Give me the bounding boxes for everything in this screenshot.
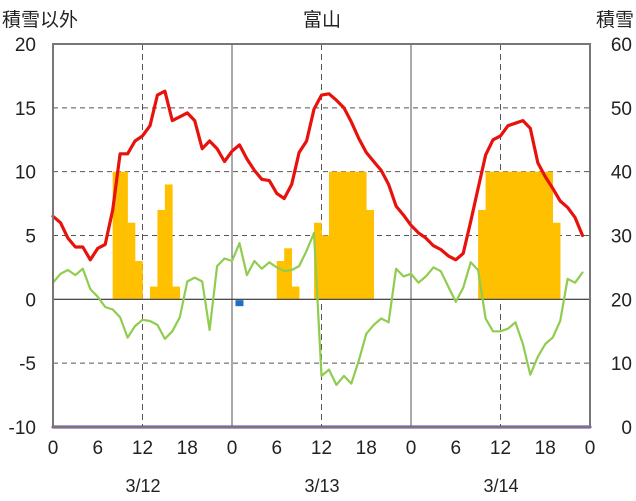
precip-bar-57	[478, 209, 486, 300]
precip-bar-67	[552, 222, 561, 300]
right-axis-title: 積雪	[596, 9, 634, 31]
right-tick-label-1: 10	[611, 354, 632, 375]
left-tick-label-3: 5	[25, 227, 36, 248]
precip-bar-38	[336, 171, 345, 300]
right-tick-label-4: 40	[611, 163, 632, 184]
x-tick-label-12: 0	[585, 438, 596, 459]
precip-bar-35	[314, 222, 322, 300]
x-tick-label-3: 18	[177, 438, 198, 459]
precip-bar-58	[485, 171, 494, 300]
precip-bar-64	[530, 171, 539, 300]
precip-bar-60	[500, 171, 509, 300]
precip-bar-14	[157, 209, 166, 300]
precip-bar-30	[276, 261, 285, 300]
date-label-3: 3/14	[483, 476, 518, 496]
x-tick-label-1: 6	[92, 438, 103, 459]
precip-bar-16	[172, 286, 181, 300]
x-tick-label-10: 12	[490, 438, 511, 459]
precip-bar-31	[284, 248, 292, 300]
precip-bar-39	[343, 171, 352, 300]
left-tick-label-0: -10	[9, 418, 36, 439]
right-tick-label-3: 30	[611, 227, 632, 248]
precip-bar-42	[366, 209, 375, 300]
x-tick-label-7: 18	[356, 438, 377, 459]
chart-title: 富山	[303, 9, 341, 31]
left-tick-label-1: -5	[19, 354, 36, 375]
precip-bar-65	[537, 171, 546, 300]
precip-bar-36	[321, 235, 330, 300]
temperature-line	[51, 89, 585, 262]
x-tick-label-11: 18	[535, 438, 556, 459]
right-tick-label-0: 0	[621, 418, 632, 439]
precip-bar-11	[135, 261, 143, 300]
x-tick-label-0: 0	[48, 438, 59, 459]
right-tick-label-6: 60	[611, 35, 632, 56]
left-axis-title: 積雪以外	[2, 9, 78, 31]
precip-bar-32	[291, 286, 300, 300]
right-tick-label-2: 20	[611, 290, 632, 311]
x-tick-label-2: 12	[132, 438, 153, 459]
precip-bar-41	[358, 171, 367, 300]
x-tick-label-5: 6	[271, 438, 282, 459]
plot-frame	[52, 43, 591, 428]
dew_point-line	[51, 231, 584, 386]
left-tick-label-2: 0	[25, 290, 36, 311]
x-tick-label-4: 0	[227, 438, 238, 459]
precip-bar-10	[127, 222, 136, 300]
precip-bar-62	[515, 171, 524, 300]
precip-bar-15	[164, 184, 173, 300]
x-tick-label-9: 6	[450, 438, 461, 459]
precip-bar-40	[351, 171, 360, 300]
precip-bar-63	[522, 171, 531, 300]
left-tick-label-5: 15	[15, 99, 36, 120]
date-label-1: 3/12	[125, 476, 160, 496]
precip-bar-8	[112, 171, 121, 300]
precip-bar-37	[328, 171, 337, 300]
date-label-2: 3/13	[304, 476, 339, 496]
left-tick-label-6: 20	[15, 35, 36, 56]
x-tick-label-8: 0	[406, 438, 417, 459]
right-tick-label-5: 50	[611, 99, 632, 120]
precip-bar-13	[149, 286, 158, 300]
x-tick-label-6: 12	[311, 438, 332, 459]
marker-point-0	[235, 300, 244, 307]
left-tick-label-4: 10	[15, 163, 36, 184]
precip-bar-66	[545, 171, 554, 300]
precip-bar-61	[507, 171, 516, 300]
precip-bar-9	[120, 171, 128, 300]
precip-bar-59	[493, 171, 501, 300]
